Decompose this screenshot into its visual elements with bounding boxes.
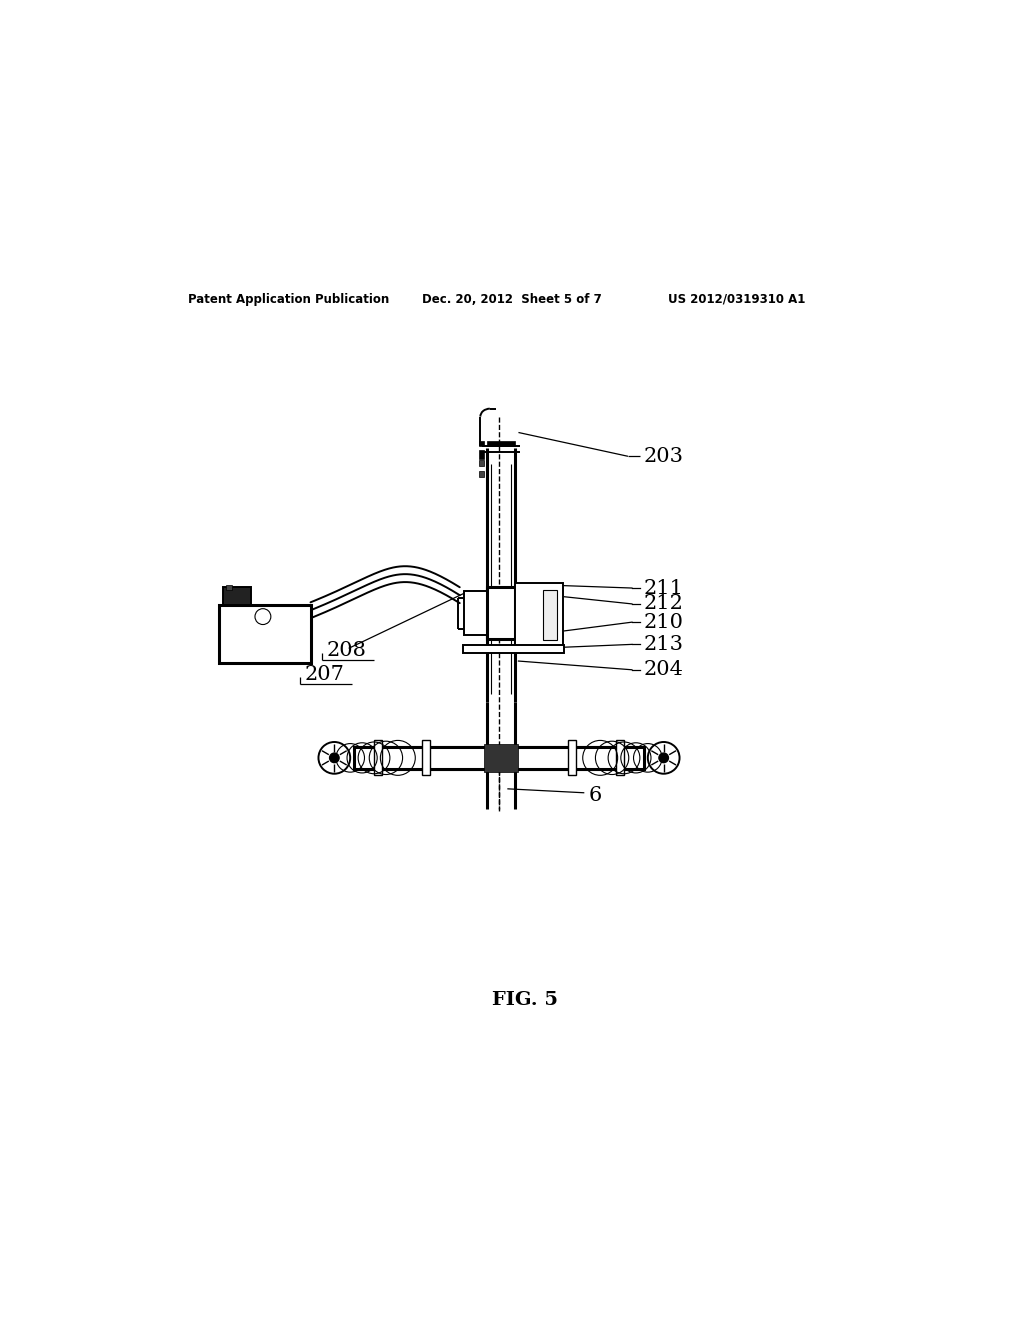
Bar xyxy=(223,587,251,605)
Bar xyxy=(465,591,488,635)
Bar xyxy=(479,441,484,446)
Text: 204: 204 xyxy=(644,660,684,680)
Circle shape xyxy=(330,754,339,763)
Text: Patent Application Publication: Patent Application Publication xyxy=(187,293,389,306)
Bar xyxy=(479,471,484,477)
Text: 207: 207 xyxy=(304,665,344,684)
Bar xyxy=(484,743,518,772)
Text: 203: 203 xyxy=(644,446,684,466)
Text: 210: 210 xyxy=(644,612,684,632)
Bar xyxy=(486,441,515,446)
Text: 208: 208 xyxy=(327,642,367,660)
Bar xyxy=(422,741,430,775)
Text: 6: 6 xyxy=(588,785,601,805)
Bar xyxy=(486,587,515,639)
Bar xyxy=(354,747,644,770)
Bar xyxy=(543,590,557,640)
Bar xyxy=(225,585,232,590)
Text: FIG. 5: FIG. 5 xyxy=(492,991,558,1008)
Bar xyxy=(616,741,624,775)
Bar xyxy=(568,741,577,775)
Text: Dec. 20, 2012  Sheet 5 of 7: Dec. 20, 2012 Sheet 5 of 7 xyxy=(422,293,601,306)
Text: US 2012/0319310 A1: US 2012/0319310 A1 xyxy=(668,293,805,306)
Bar xyxy=(374,741,382,775)
Text: 213: 213 xyxy=(644,635,684,653)
Bar xyxy=(219,605,310,663)
Bar xyxy=(479,461,484,466)
Bar xyxy=(515,583,563,647)
Circle shape xyxy=(658,754,669,763)
Bar xyxy=(463,645,564,653)
Text: 212: 212 xyxy=(644,594,684,614)
Text: 211: 211 xyxy=(644,578,684,598)
Bar xyxy=(479,450,484,459)
